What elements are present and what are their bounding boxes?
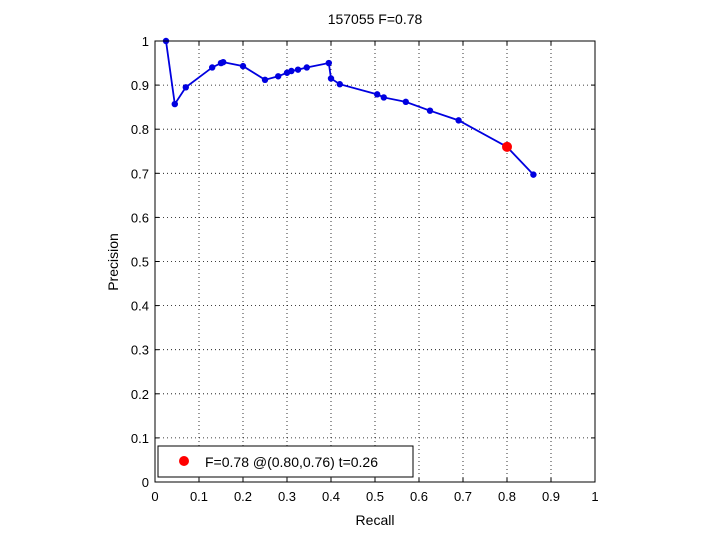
y-tick-label: 0.4 [131, 299, 149, 314]
chart-title: 157055 F=0.78 [328, 11, 423, 27]
x-tick-label: 1 [591, 489, 598, 504]
data-point [171, 100, 178, 108]
data-point [209, 64, 216, 71]
x-tick-label: 0.8 [498, 489, 516, 504]
highlight-point [502, 141, 512, 152]
data-point [220, 58, 227, 66]
x-tick-label: 0.3 [278, 489, 296, 504]
data-point [294, 66, 302, 73]
data-point [182, 84, 189, 91]
data-point [374, 91, 381, 98]
data-point [275, 73, 282, 80]
y-tick-label: 0.7 [131, 166, 149, 181]
legend-entry-label: F=0.78 @(0.80,0.76) t=0.26 [205, 454, 378, 470]
x-tick-label: 0 [151, 489, 158, 504]
y-tick-label: 0 [142, 475, 149, 490]
x-tick-label: 0.6 [410, 489, 428, 504]
y-tick-label: 0.8 [131, 122, 149, 137]
legend-box [157, 445, 414, 478]
data-series [162, 37, 537, 178]
axis-ticks: 0 0.1 0.2 0.3 0.4 0.5 0.6 0.7 0.8 0.9 1 0 0.1 0.2 0.3 0… [131, 34, 599, 504]
data-point [261, 76, 269, 84]
y-axis-label: Precision [105, 233, 121, 291]
data-point [455, 117, 462, 124]
legend: F=0.78 @(0.80,0.76) t=0.26 [157, 445, 414, 478]
data-point [239, 62, 247, 70]
y-tick-label: 0.5 [131, 255, 149, 270]
data-point [336, 81, 343, 88]
y-tick-label: 0.1 [131, 431, 149, 446]
f-measure-point [502, 141, 512, 152]
y-tick-label: 0.6 [131, 210, 149, 225]
data-point [530, 171, 537, 178]
x-axis-label: Recall [356, 512, 395, 528]
x-tick-label: 0.7 [454, 489, 472, 504]
data-point [325, 59, 332, 67]
x-tick-label: 0.4 [322, 489, 340, 504]
y-tick-label: 0.9 [131, 78, 149, 93]
x-tick-label: 0.1 [190, 489, 208, 504]
data-point [402, 98, 409, 106]
data-point [426, 107, 434, 114]
legend-marker [179, 456, 189, 466]
data-point [327, 75, 335, 82]
data-point [288, 67, 295, 75]
x-tick-label: 0.5 [366, 489, 384, 504]
y-tick-label: 0.3 [131, 343, 149, 358]
x-tick-label: 0.9 [542, 489, 560, 504]
grid [155, 41, 595, 482]
data-point [380, 94, 387, 101]
x-tick-label: 0.2 [234, 489, 252, 504]
y-tick-label: 1 [142, 34, 149, 49]
y-tick-label: 0.2 [131, 387, 149, 402]
data-point [303, 64, 310, 71]
